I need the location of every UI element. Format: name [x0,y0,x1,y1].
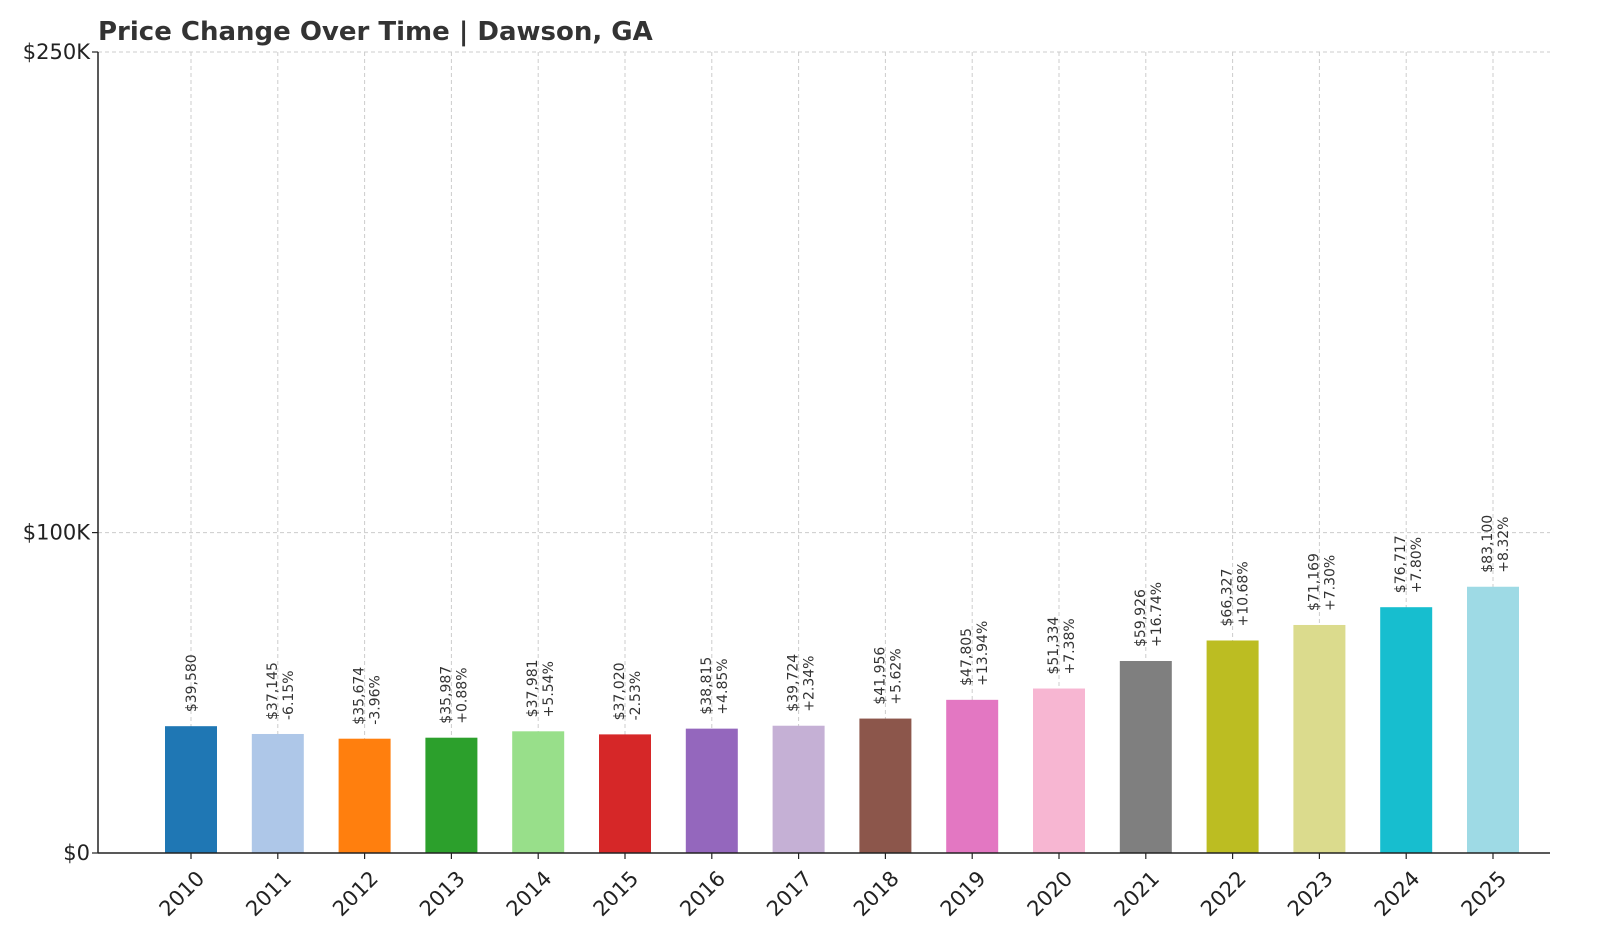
bar-2022 [1206,640,1259,853]
bar-2015 [599,734,651,853]
x-tick-label: 2014 [502,866,557,921]
value-label-2012: $35,674 [352,667,368,725]
bar-2021 [1119,660,1172,853]
bar-2024 [1380,607,1433,853]
change-label-2021: +16.74% [1149,582,1165,647]
value-label-2014: $37,981 [525,659,541,717]
value-label-2011: $37,145 [265,662,281,720]
chart-title: Price Change Over Time | Dawson, GA [98,17,653,47]
change-label-2022: +10.68% [1236,561,1252,626]
value-label-2021: $59,926 [1133,589,1149,647]
bar-2011 [251,733,304,853]
bar-2017 [772,725,825,853]
value-label-2024: $76,717 [1393,535,1409,593]
x-tick-label: 2020 [1023,866,1078,921]
bar-2020 [1033,688,1085,853]
change-label-2025: +8.32% [1496,517,1512,573]
value-label-2015: $37,020 [612,662,628,720]
bar-2023 [1293,624,1346,853]
value-label-2010: $39,580 [184,654,200,712]
bars-layer [165,586,1519,853]
change-label-2019: +13.94% [975,621,991,686]
bar-2018 [859,718,912,853]
y-tick-labels: $0 $100K $250K [23,40,91,865]
y-tick-label: $100K [23,521,91,545]
y-tick-label: $0 [63,841,90,865]
bar-2019 [946,699,999,853]
x-tick-label: 2017 [762,866,817,921]
bar-2012 [338,738,391,853]
value-label-2025: $83,100 [1480,515,1496,573]
change-label-2016: +4.85% [715,658,731,714]
change-label-2015: -2.53% [628,671,644,721]
change-label-2012: -3.96% [368,675,384,725]
x-tick-label: 2018 [849,866,904,921]
x-tick-label: 2023 [1283,866,1338,921]
bar-2014 [512,731,565,853]
change-label-2017: +2.34% [802,656,818,712]
x-tick-label: 2022 [1196,866,1251,921]
x-tick-label: 2024 [1370,866,1425,921]
value-label-2017: $39,724 [786,654,802,712]
x-tick-label: 2025 [1457,866,1512,921]
x-tick-label: 2010 [155,866,210,921]
change-label-2011: -6.15% [281,670,297,720]
bar-2013 [425,737,478,853]
axis-layer [92,51,1550,859]
x-tick-labels: 2010 2011 2012 2013 2014 2015 2016 2017 2018 2019… [155,866,1512,921]
x-tick-label: 2021 [1109,866,1164,921]
x-tick-label: 2015 [589,866,644,921]
value-label-2018: $41,956 [872,647,888,705]
bar-2025 [1467,586,1519,853]
change-label-2024: +7.80% [1409,537,1425,593]
change-label-2014: +5.54% [541,661,557,717]
x-tick-label: 2011 [241,866,296,921]
x-tick-label: 2013 [415,866,470,921]
x-tick-label: 2012 [328,866,383,921]
change-label-2023: +7.30% [1322,555,1338,611]
value-label-2013: $35,987 [438,666,454,724]
data-labels-layer: $39,580 $37,145 -6.15% $35,674 -3.96% $35,987… [184,515,1512,725]
change-label-2018: +5.62% [888,648,904,704]
x-tick-label: 2016 [675,866,730,921]
change-label-2020: +7.38% [1062,618,1078,674]
bar-2010 [165,726,217,853]
value-label-2020: $51,334 [1046,617,1062,675]
change-label-2013: +0.88% [454,667,470,723]
value-label-2019: $47,805 [959,628,975,686]
x-tick-label: 2019 [936,866,991,921]
value-label-2022: $66,327 [1220,569,1236,627]
y-tick-label: $250K [23,40,91,64]
bar-2016 [685,728,738,853]
value-label-2023: $71,169 [1306,553,1322,611]
value-label-2016: $38,815 [699,657,715,715]
